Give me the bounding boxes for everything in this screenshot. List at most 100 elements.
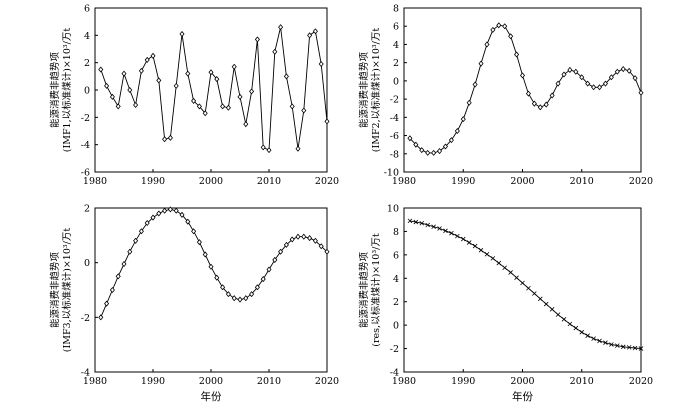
panel-imf2-point bbox=[597, 84, 603, 91]
panel-imf1-point bbox=[237, 93, 243, 100]
panel-res-point bbox=[437, 226, 442, 231]
panel-res-point bbox=[484, 251, 490, 257]
panel-imf3-point bbox=[283, 241, 289, 248]
panel-imf3-point bbox=[231, 295, 237, 302]
panel-imf1-point bbox=[191, 97, 197, 104]
panel-imf3-point bbox=[173, 207, 179, 214]
panel-imf2-ytick-label: -10 bbox=[384, 168, 399, 179]
panel-imf3-point bbox=[243, 295, 249, 302]
panel-imf2-point bbox=[543, 101, 549, 108]
panel-imf1-point bbox=[225, 104, 231, 111]
panel-res-point bbox=[449, 230, 454, 236]
panel-imf2-point bbox=[508, 33, 514, 40]
panel-imf3-point bbox=[295, 233, 301, 240]
panel-imf1-point bbox=[167, 134, 173, 141]
panel-imf1-ylabel-line: (IMF1,以标准煤计)×10³/万t bbox=[61, 28, 73, 153]
panel-imf1-point bbox=[173, 82, 179, 89]
panel-imf2-point bbox=[413, 141, 419, 148]
panel-imf3-ylabel-line: 能源消费非趋势项 bbox=[49, 252, 61, 329]
panel-res-xtick-label: 1980 bbox=[392, 376, 416, 387]
panel-imf3-point bbox=[138, 228, 144, 235]
panel-imf3-point bbox=[260, 276, 266, 283]
panel-imf2-point bbox=[448, 137, 454, 144]
panel-imf3-point bbox=[179, 211, 185, 218]
panel-imf2-point bbox=[519, 72, 526, 79]
panel-res-ytick-label: -4 bbox=[390, 368, 399, 379]
panel-imf1-point bbox=[162, 136, 168, 143]
panel-res-xlabel: 年份 bbox=[512, 390, 533, 403]
panel-imf1-point bbox=[249, 88, 255, 95]
panel-imf2-point bbox=[585, 80, 591, 87]
panel-res-point bbox=[443, 228, 448, 234]
panel-res-ytick-label: 4 bbox=[393, 274, 399, 285]
panel-imf1-point bbox=[307, 32, 313, 39]
panel-imf3-point bbox=[272, 256, 278, 263]
panel-imf2: 1980 1990 2000 2010 2020 -10 -8 -6 -4 -2 0 2 4 6 8 能源消费… bbox=[358, 4, 653, 188]
panel-res-point bbox=[455, 233, 460, 239]
panel-imf1-point bbox=[133, 102, 139, 109]
panel-imf1-point bbox=[196, 103, 202, 110]
panel-imf3-point bbox=[249, 291, 255, 298]
panel-imf3-point bbox=[167, 206, 173, 213]
panel-res-point bbox=[478, 247, 484, 253]
panel-imf2-point bbox=[525, 90, 531, 97]
panel-imf2-point bbox=[561, 71, 567, 78]
panel-res-point bbox=[543, 301, 549, 307]
panel-imf3-point bbox=[225, 291, 231, 298]
panel-res-xtick-label: 2010 bbox=[570, 376, 594, 387]
panel-imf2-point bbox=[431, 149, 437, 156]
panel-res-point bbox=[591, 336, 596, 341]
panel-res-ytick-label: -2 bbox=[390, 344, 399, 355]
panel-res-point bbox=[496, 260, 502, 266]
panel-res-xtick-label: 1990 bbox=[451, 376, 475, 387]
panel-imf3-ytick-label: -4 bbox=[81, 368, 90, 379]
panel-imf2-point bbox=[537, 104, 543, 111]
panel-imf1-point bbox=[278, 24, 284, 31]
panel-res-point bbox=[549, 307, 555, 312]
panel-res-point bbox=[407, 218, 413, 224]
panel-imf1-ytick-label: -2 bbox=[81, 113, 90, 124]
panel-imf1: 1980 1990 2000 2010 2020 -6 -4 -2 0 2 4 6 能源消费非趋势项(I… bbox=[49, 4, 339, 188]
panel-imf2-ytick-label: -4 bbox=[390, 113, 399, 124]
panel-res-point bbox=[508, 270, 513, 275]
panel-imf3-point bbox=[144, 220, 150, 227]
panel-imf1-point bbox=[254, 36, 260, 43]
panel-imf3-point bbox=[307, 235, 313, 242]
panel-res-point bbox=[585, 333, 590, 338]
panel-res-series-line bbox=[409, 220, 642, 350]
panel-imf2-point bbox=[437, 148, 443, 155]
panel-imf3-series-line bbox=[100, 208, 328, 318]
panel-imf2-xtick-label: 2010 bbox=[570, 176, 594, 187]
panel-res-point bbox=[561, 317, 567, 322]
panel-imf1-point bbox=[104, 82, 110, 89]
panel-imf1-point bbox=[283, 73, 289, 80]
panel-imf2-ytick-label: 4 bbox=[393, 40, 399, 51]
panel-res-ylabel: 能源消费非趋势项(res,以标准煤计)×10³/万t bbox=[358, 233, 382, 347]
panel-res-point bbox=[472, 243, 478, 249]
panel-imf3-ytick-label: 2 bbox=[84, 204, 90, 215]
panel-imf2-ytick-label: -6 bbox=[390, 131, 399, 142]
panel-imf1-point bbox=[138, 67, 144, 74]
panel-imf3-point bbox=[127, 248, 133, 255]
panel-imf1-ylabel-line: 能源消费非趋势项 bbox=[49, 52, 61, 129]
panel-imf3-point bbox=[133, 237, 139, 244]
panel-imf2-point bbox=[502, 23, 508, 30]
panel-imf2-point bbox=[466, 99, 472, 106]
panel-imf2-point bbox=[555, 80, 561, 87]
panel-imf2-point bbox=[419, 147, 425, 154]
panel-imf1-point bbox=[272, 48, 278, 55]
panel-imf2-point bbox=[573, 68, 579, 75]
panel-imf2-ytick-label: 6 bbox=[393, 22, 399, 33]
panel-imf1-point bbox=[156, 77, 162, 84]
panel-imf2-point bbox=[496, 22, 502, 29]
panel-res-point bbox=[573, 325, 579, 331]
panel-res-xtick-label: 2000 bbox=[510, 376, 534, 387]
panel-imf2-ytick-label: -2 bbox=[390, 95, 399, 106]
panel-imf2-frame bbox=[403, 7, 642, 173]
panel-imf3-point bbox=[301, 233, 307, 240]
panel-imf2-ytick-label: 0 bbox=[393, 76, 399, 87]
panel-imf1-series-line bbox=[100, 26, 328, 151]
panel-imf1-ytick-label: 0 bbox=[84, 86, 90, 97]
panel-imf1-point bbox=[220, 103, 226, 110]
panel-imf1-point bbox=[312, 28, 318, 35]
